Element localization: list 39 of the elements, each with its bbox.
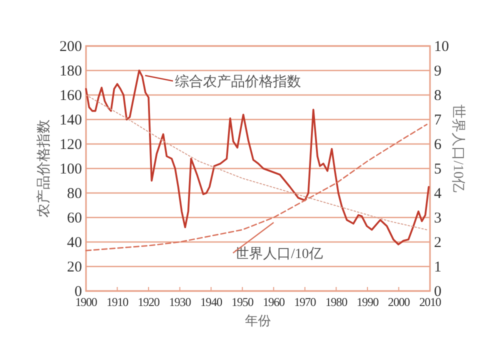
- y2-axis-title: 世界人口/10亿: [450, 104, 466, 192]
- x-tick-label: 1990: [356, 295, 379, 309]
- y-tick-label: 80: [67, 186, 82, 202]
- y-tick-label: 20: [67, 260, 82, 276]
- x-tick-label: 1930: [169, 295, 192, 309]
- y2-tick-label: 5: [434, 162, 442, 178]
- line-series: [85, 70, 430, 246]
- x-tick-label: 1900: [75, 295, 98, 309]
- y-axis-title: 农产品价格指数: [36, 120, 52, 218]
- y2-tick-label: 1: [434, 260, 442, 276]
- y-tick-label: 100: [60, 162, 82, 178]
- x-tick-label: 1960: [262, 295, 286, 309]
- y2-tick-label: 8: [434, 88, 442, 104]
- x-tick-label: 2010: [419, 295, 442, 309]
- y-tick-label: 140: [60, 112, 82, 128]
- y2-tick-label: 7: [434, 112, 442, 128]
- y-tick-label: 40: [67, 235, 82, 251]
- line-series: [86, 94, 428, 230]
- y2-tick-label: 2: [434, 235, 442, 251]
- y2-tick-label: 10: [434, 39, 449, 55]
- x-tick-label: 1920: [138, 295, 160, 309]
- x-tick-label: 1950: [232, 295, 254, 309]
- series-label: 世界人口/10亿: [235, 246, 323, 262]
- y-tick-label: 120: [60, 137, 82, 153]
- legend-label: 综合农产品价格指数: [175, 74, 301, 90]
- y-tick-label: 60: [67, 210, 82, 226]
- y2-tick-label: 4: [434, 186, 442, 202]
- x-tick-label: 1970: [294, 295, 316, 309]
- y2-tick-label: 6: [434, 137, 442, 153]
- x-tick-label: 1910: [106, 295, 129, 309]
- x-tick-label: 2000: [388, 295, 410, 309]
- y2-tick-label: 9: [434, 64, 442, 80]
- x-tick-label: 1980: [325, 295, 348, 309]
- y-tick-label: 200: [60, 39, 82, 55]
- x-tick-label: 1940: [200, 295, 222, 309]
- x-axis-title: 年份: [245, 313, 271, 328]
- y-tick-label: 180: [60, 64, 82, 80]
- y2-tick-label: 3: [434, 210, 442, 226]
- y-tick-label: 160: [60, 88, 82, 104]
